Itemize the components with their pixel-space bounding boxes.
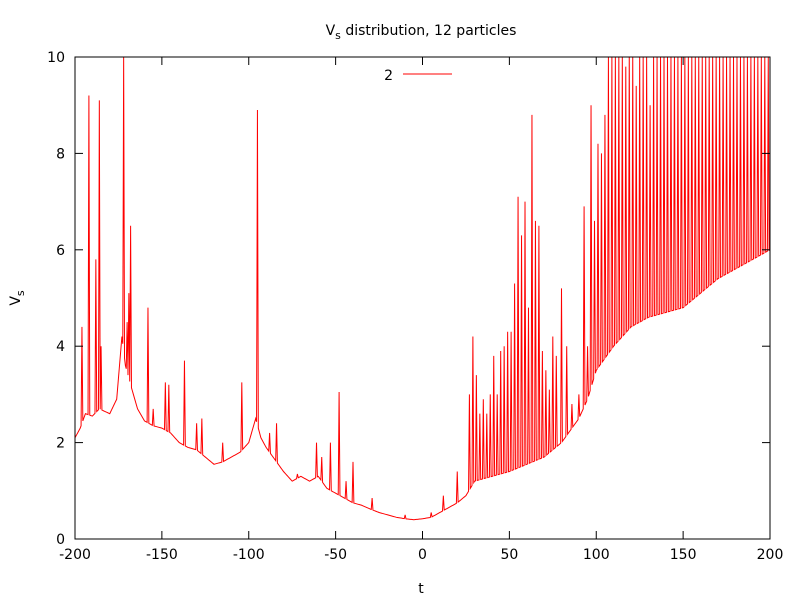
y-tick-label: 6 (56, 243, 65, 259)
plot-lines (74, 56, 771, 521)
plot-frame (74, 56, 771, 540)
y-tick-label: 4 (56, 339, 65, 355)
tick-labels: -200 -150 -100 -50 0 50 100 150 200 0 2 4 6 8 10 (47, 50, 783, 563)
y-tick-label: 8 (56, 146, 65, 162)
x-tick-label: 0 (418, 547, 427, 563)
y-axis-label: Vs (8, 290, 27, 306)
series-line (74, 56, 771, 521)
x-tick-label: -50 (324, 547, 347, 563)
x-tick-label: -150 (146, 547, 178, 563)
x-tick-label: 150 (670, 547, 697, 563)
y-tick-label: 10 (47, 50, 65, 66)
x-tick-label: -200 (59, 547, 91, 563)
legend: 2 (384, 68, 452, 84)
y-tick-label: 2 (56, 436, 65, 452)
chart-title: Vs distribution, 12 particles (326, 23, 517, 42)
x-tick-label: -100 (233, 547, 265, 563)
x-axis-label: t (418, 581, 424, 597)
x-tick-label: 200 (757, 547, 784, 563)
x-tick-label: 50 (500, 547, 518, 563)
axis-ticks (74, 56, 771, 540)
x-tick-label: 100 (583, 547, 610, 563)
y-tick-label: 0 (56, 532, 65, 548)
legend-label: 2 (384, 68, 393, 84)
